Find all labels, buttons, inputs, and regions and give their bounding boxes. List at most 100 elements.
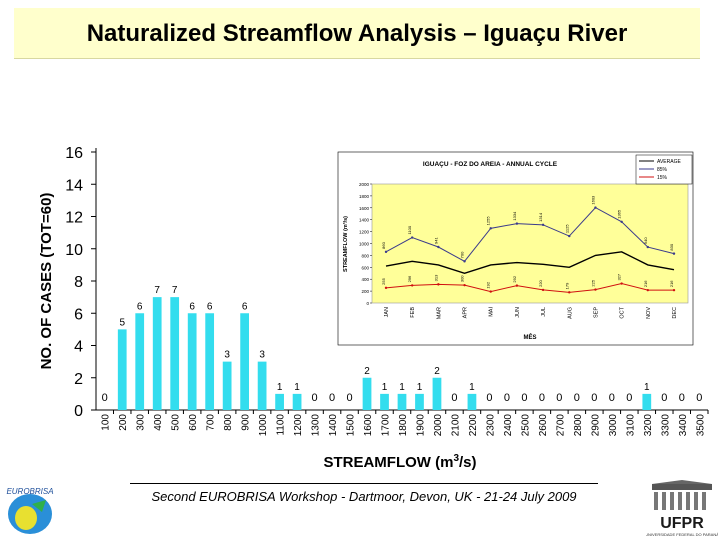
x-tick-label: 2300 [485,414,496,437]
x-tick-label: 2500 [520,414,531,437]
bar-value-label: 1 [382,382,388,393]
inset-point-label: 940 [643,237,648,244]
inset-point-label: 1125 [564,224,569,233]
inset-point-label: 292 [512,275,517,282]
inset-point-label: 860 [381,241,386,248]
bar [362,377,372,410]
inset-point [437,283,440,286]
bar [240,313,249,410]
x-tick-label: 1300 [311,414,322,437]
x-tick-label: 1900 [415,414,426,437]
inset-point-label: 179 [564,282,569,289]
inset-point-label: 327 [617,273,622,280]
inset-point [594,288,597,291]
bar-value-label: 6 [242,301,248,312]
inset-y-tick-label: 1000 [359,242,370,247]
bar-value-label: 0 [329,392,335,404]
bar [170,297,180,410]
inset-x-tick-label: JAN [384,307,390,317]
footer-divider [130,483,598,484]
inset-point-label: 216 [669,280,674,287]
inset-point-label: 216 [643,280,648,287]
inset-point [568,291,571,294]
inset-point [594,206,597,209]
inset-point-label: 1603 [590,195,595,205]
bar-value-label: 0 [591,392,597,404]
x-tick-label: 1100 [276,414,287,436]
inset-point [672,288,676,292]
inset-point-label: 1255 [486,216,491,226]
x-tick-label: 900 [241,414,252,431]
title-banner: Naturalized Streamflow Analysis – Iguaçu… [14,8,700,59]
bar-value-label: 1 [417,382,423,393]
x-tick-label: 3300 [660,414,671,437]
inset-point-label: 296 [407,275,412,282]
inset-y-tick-label: 1800 [359,194,370,199]
bar-value-label: 6 [189,301,195,312]
x-axis-label-superscript: 3 [453,453,459,464]
inset-point [384,250,388,254]
inset-x-tick-label: JUL [541,307,547,317]
bar-value-label: 1 [644,382,650,393]
ufpr-logo-caption: UNIVERSIDADE FEDERAL DO PARANÁ [646,532,718,537]
bar-value-label: 0 [609,392,615,404]
inset-point-label: 225 [590,279,595,286]
x-tick-label: 1400 [328,414,339,437]
x-tick-label: 1700 [381,414,392,437]
inset-series-line [385,251,675,274]
inset-y-tick-label: 200 [361,289,369,294]
x-tick-label: 3000 [608,414,619,437]
bar [187,313,197,410]
x-tick-label: 1600 [363,414,374,437]
x-tick-label: 1200 [293,414,304,437]
x-tick-label: 300 [136,414,147,431]
bar-value-label: 2 [434,366,440,377]
inset-point-label: 255 [381,277,386,284]
x-tick-label: 1500 [346,414,357,437]
inset-point [646,245,650,249]
bar-value-label: 6 [137,301,143,312]
bar [257,361,267,410]
y-tick-label: 6 [74,306,83,323]
inset-point-label: 192 [486,281,491,288]
bar-value-label: 1 [399,382,405,393]
bar-value-label: 2 [364,366,370,377]
bar [397,393,407,410]
bar [135,313,145,410]
x-tick-label: 2600 [538,414,549,437]
eurobrisa-logo: EUROBRISA [6,487,54,534]
inset-point-label: 1365 [617,209,622,219]
bar-value-label: 0 [661,392,667,404]
inset-point-label: 941 [433,237,438,244]
inset-y-tick-label: 800 [361,253,369,258]
eurobrisa-logo-text: EUROBRISA [6,487,53,496]
bar-value-label: 1 [277,382,283,393]
x-tick-label: 2200 [468,414,479,437]
inset-x-tick-label: NOV [646,307,652,319]
inset-point-label: 830 [669,243,674,250]
bar-value-label: 0 [574,392,580,404]
inset-legend-label: AVERAGE [657,159,681,165]
x-tick-label: 1000 [258,414,269,437]
bar-value-label: 0 [556,392,562,404]
bar-value-label: 0 [679,392,685,404]
inset-point [672,252,676,255]
inset-point [410,236,414,239]
y-tick-label: 14 [65,177,83,194]
x-tick-label: 100 [101,414,112,431]
inset-point-label: 313 [433,274,438,281]
inset-point-label: 300 [460,275,465,282]
inset-x-tick-label: SEP [593,307,599,318]
bar [292,393,302,410]
inset-y-tick-label: 400 [361,277,369,282]
inset-point-label: 1100 [407,225,412,234]
x-tick-label: 700 [206,414,217,431]
x-tick-label: 2400 [503,414,514,437]
inset-point-label: 220 [538,279,543,286]
slide-title: Naturalized Streamflow Analysis – Iguaçu… [86,20,628,47]
inset-title: IGUAÇU - FOZ DO AREIA - ANNUAL CYCLE [423,161,558,168]
x-tick-label: 2800 [573,414,584,437]
bar [415,393,424,410]
